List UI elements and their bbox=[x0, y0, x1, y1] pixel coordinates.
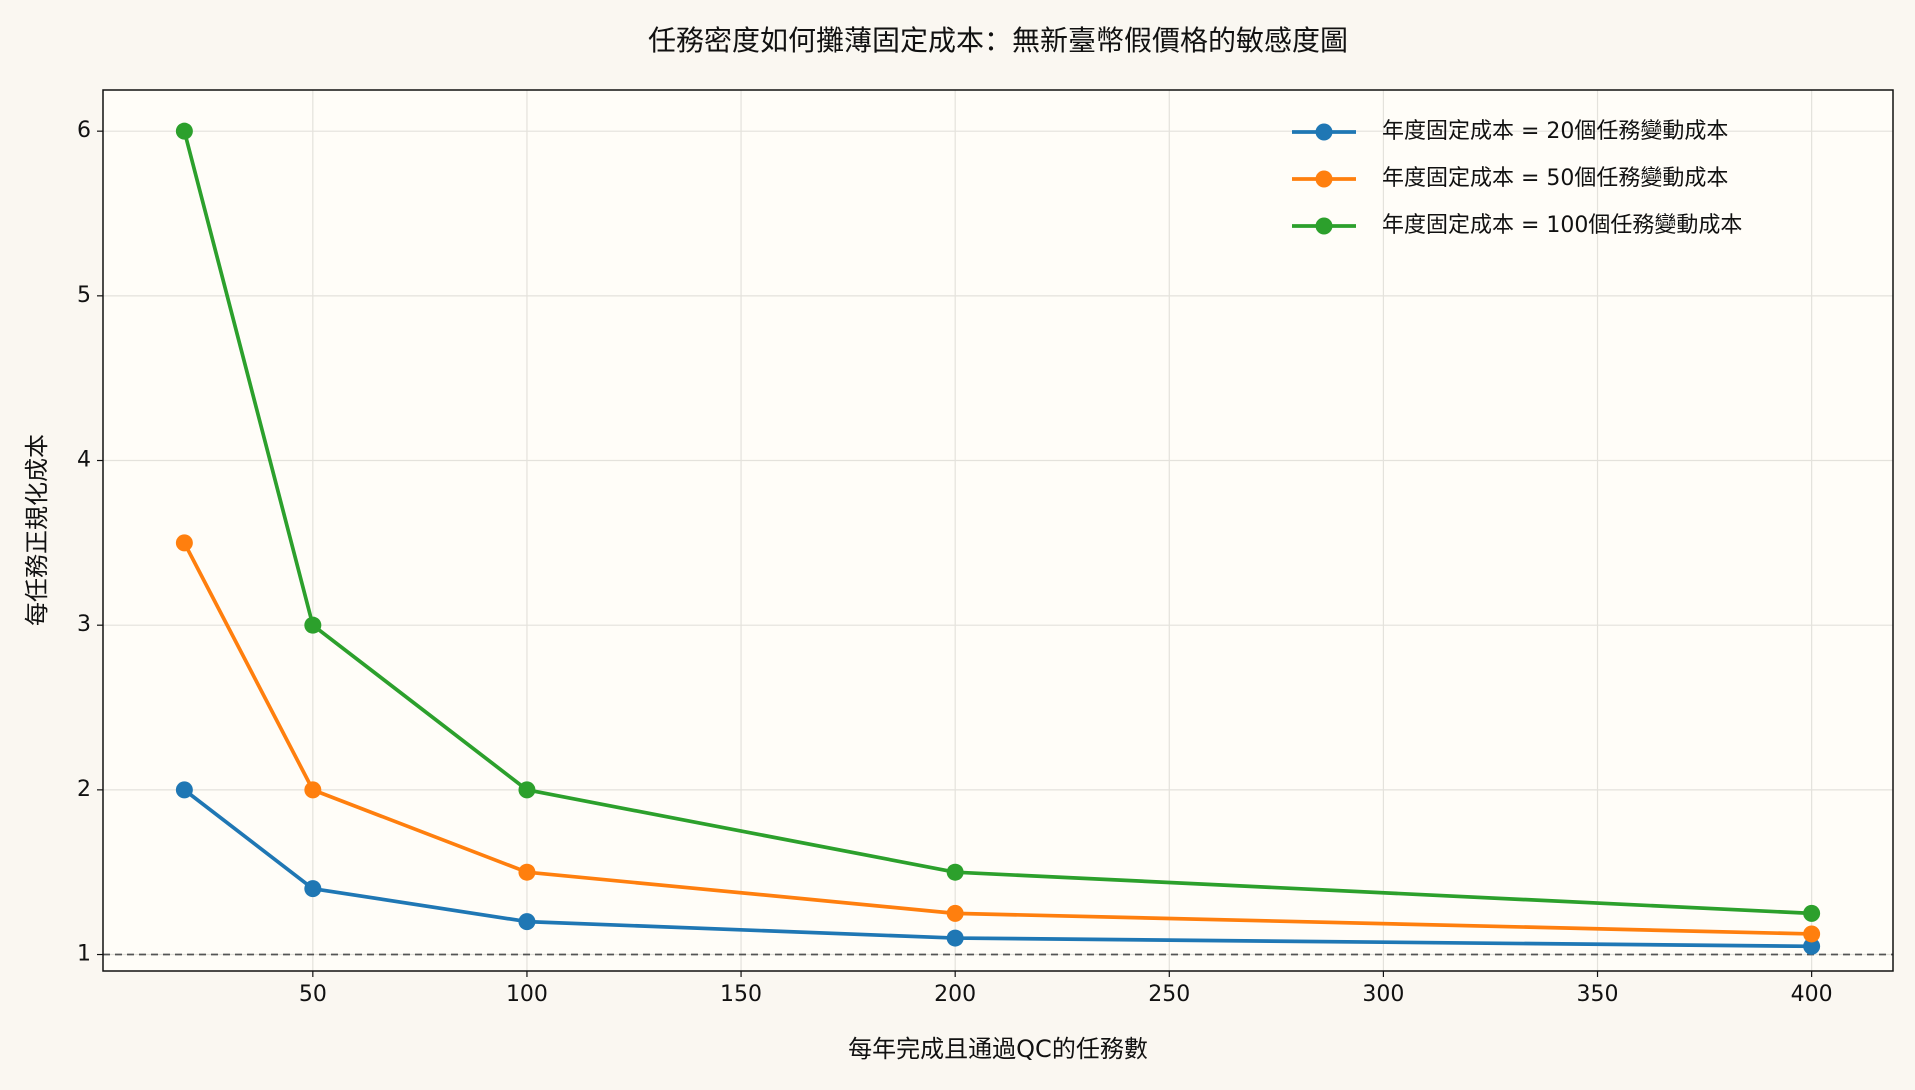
data-point bbox=[1803, 904, 1821, 922]
x-tick-label: 150 bbox=[720, 982, 762, 1007]
y-tick-label: 3 bbox=[77, 612, 91, 637]
legend-label: 年度固定成本 = 20個任務變動成本 bbox=[1382, 119, 1728, 144]
x-tick-label: 350 bbox=[1577, 982, 1619, 1007]
y-tick-label: 1 bbox=[77, 942, 91, 967]
y-tick-label: 6 bbox=[77, 118, 91, 143]
plot-frame bbox=[102, 89, 1894, 972]
data-point bbox=[175, 781, 193, 799]
data-point bbox=[175, 122, 193, 140]
legend-marker bbox=[1315, 217, 1333, 235]
legend-label: 年度固定成本 = 50個任務變動成本 bbox=[1382, 166, 1728, 191]
legend-marker bbox=[1315, 170, 1333, 188]
x-axis-label: 每年完成且通過QC的任務數 bbox=[848, 1035, 1148, 1063]
data-point bbox=[518, 863, 536, 881]
data-point bbox=[175, 534, 193, 552]
y-tick-label: 2 bbox=[77, 777, 91, 802]
data-point bbox=[946, 929, 964, 947]
legend-marker bbox=[1315, 123, 1333, 141]
data-point bbox=[304, 616, 322, 634]
data-point bbox=[304, 781, 322, 799]
chart-title: 任務密度如何攤薄固定成本：無新臺幣假價格的敏感度圖 bbox=[648, 24, 1348, 57]
y-axis-label: 每任務正規化成本 bbox=[23, 434, 51, 626]
x-tick-label: 100 bbox=[506, 982, 548, 1007]
data-point bbox=[518, 781, 536, 799]
y-tick-label: 4 bbox=[77, 448, 91, 473]
legend-label: 年度固定成本 = 100個任務變動成本 bbox=[1382, 213, 1742, 238]
x-tick-label: 200 bbox=[934, 982, 976, 1007]
data-point bbox=[946, 863, 964, 881]
x-tick-label: 400 bbox=[1791, 982, 1833, 1007]
data-point bbox=[304, 880, 322, 898]
data-point bbox=[518, 913, 536, 931]
x-tick-label: 50 bbox=[299, 982, 327, 1007]
x-tick-label: 250 bbox=[1148, 982, 1190, 1007]
y-tick-label: 5 bbox=[77, 283, 91, 308]
data-point bbox=[1803, 937, 1821, 955]
data-point bbox=[1803, 925, 1821, 943]
data-point bbox=[946, 904, 964, 922]
x-tick-label: 300 bbox=[1362, 982, 1404, 1007]
